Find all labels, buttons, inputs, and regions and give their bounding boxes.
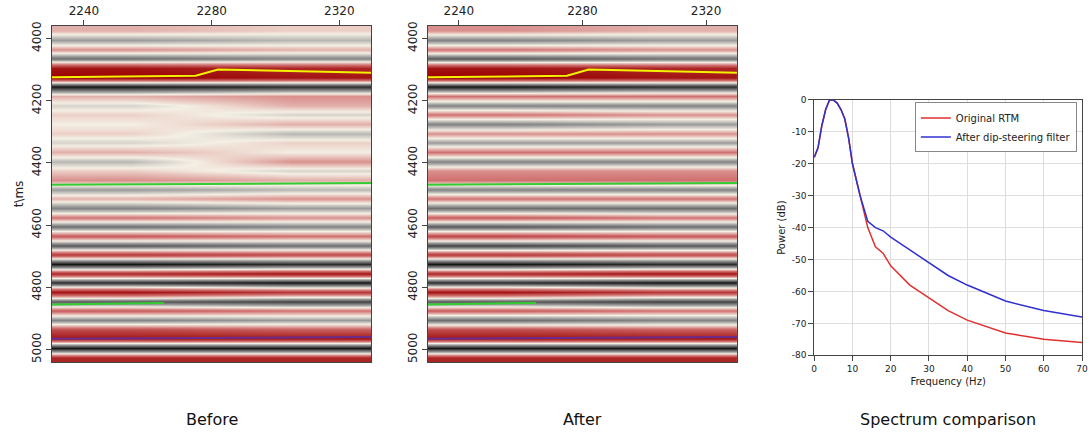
- svg-text:t\ms: t\ms: [12, 181, 26, 208]
- svg-text:-10: -10: [792, 127, 807, 137]
- svg-text:Original RTM: Original RTM: [956, 113, 1019, 124]
- svg-text:4800: 4800: [30, 270, 44, 301]
- svg-text:-70: -70: [792, 319, 807, 329]
- svg-text:-20: -20: [792, 159, 807, 169]
- svg-text:20: 20: [885, 364, 897, 374]
- svg-text:2320: 2320: [324, 4, 355, 18]
- svg-text:Before: Before: [186, 410, 238, 429]
- svg-text:Power (dB): Power (dB): [776, 200, 787, 255]
- svg-text:-30: -30: [792, 191, 807, 201]
- svg-text:5000: 5000: [406, 332, 420, 363]
- svg-text:4200: 4200: [406, 84, 420, 115]
- svg-text:4400: 4400: [406, 146, 420, 177]
- svg-text:4800: 4800: [406, 270, 420, 301]
- svg-text:After dip-steering filter: After dip-steering filter: [956, 132, 1071, 143]
- svg-text:-40: -40: [792, 223, 807, 233]
- svg-text:2240: 2240: [69, 4, 100, 18]
- svg-text:-80: -80: [792, 350, 807, 360]
- svg-text:4000: 4000: [30, 21, 44, 52]
- svg-text:70: 70: [1076, 364, 1088, 374]
- svg-text:2280: 2280: [567, 4, 598, 18]
- svg-text:Frequency (Hz): Frequency (Hz): [910, 376, 986, 387]
- svg-text:0: 0: [801, 95, 807, 105]
- svg-text:2240: 2240: [444, 4, 475, 18]
- svg-text:-50: -50: [792, 255, 807, 265]
- svg-text:0: 0: [811, 364, 817, 374]
- svg-text:4400: 4400: [30, 146, 44, 177]
- svg-text:30: 30: [923, 364, 935, 374]
- svg-text:-60: -60: [792, 287, 807, 297]
- svg-text:4600: 4600: [406, 208, 420, 239]
- svg-text:10: 10: [847, 364, 859, 374]
- svg-text:50: 50: [1000, 364, 1012, 374]
- svg-text:4600: 4600: [30, 208, 44, 239]
- svg-text:2280: 2280: [196, 4, 227, 18]
- svg-text:4000: 4000: [406, 21, 420, 52]
- svg-text:5000: 5000: [30, 332, 44, 363]
- svg-text:4200: 4200: [30, 84, 44, 115]
- svg-text:Spectrum comparison: Spectrum comparison: [860, 410, 1036, 429]
- svg-text:After: After: [563, 410, 602, 429]
- svg-text:60: 60: [1038, 364, 1050, 374]
- svg-text:40: 40: [962, 364, 974, 374]
- svg-text:2320: 2320: [691, 4, 722, 18]
